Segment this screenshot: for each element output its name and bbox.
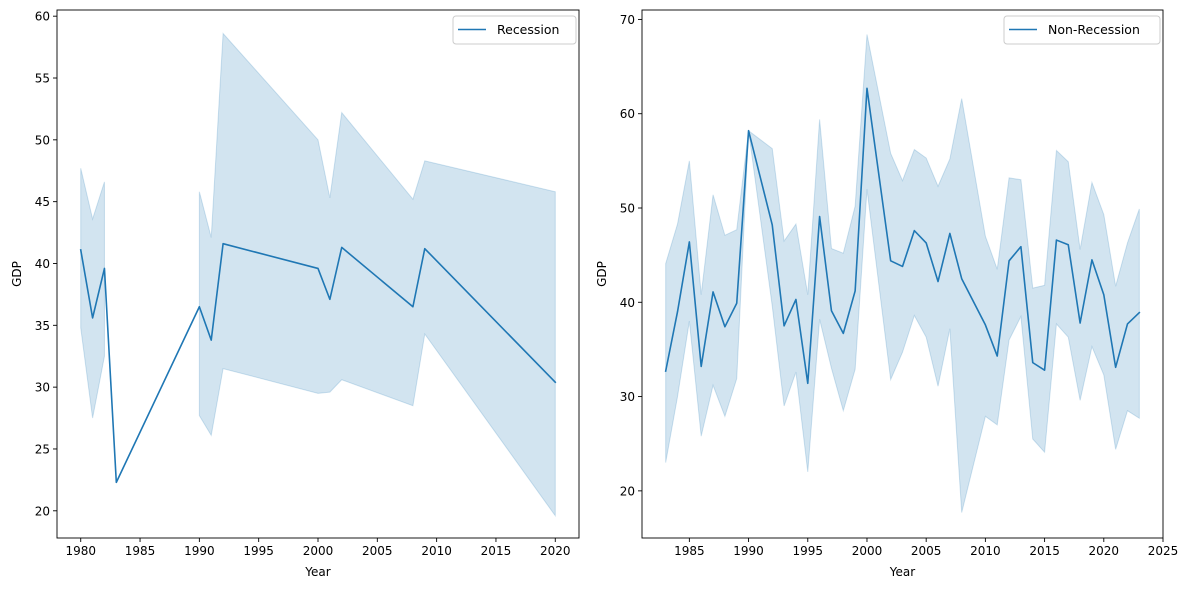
series-line xyxy=(79,242,557,484)
x-tick-label: 2000 xyxy=(852,544,883,558)
y-tick-label: 50 xyxy=(620,202,635,216)
plot-frame xyxy=(641,9,1164,539)
x-tick-label: 1980 xyxy=(65,544,96,558)
x-tick-label: 1995 xyxy=(792,544,823,558)
legend-box xyxy=(1003,15,1161,45)
y-tick-label: 45 xyxy=(35,195,50,209)
legend: Non-Recession xyxy=(1003,15,1161,45)
legend-label: Non-Recession xyxy=(1048,22,1140,37)
confidence-band-1 xyxy=(198,32,556,518)
y-tick-label: 40 xyxy=(620,296,635,310)
x-axis-label: Year xyxy=(304,565,330,579)
x-tick-label: 2005 xyxy=(362,544,393,558)
x-tick-label: 2000 xyxy=(303,544,334,558)
y-tick-label: 25 xyxy=(35,442,50,456)
right-chart-panel: 1985 1990 1995 2000 2005 2010 2015 2020 20252030… xyxy=(595,9,1179,579)
y-tick-label: 20 xyxy=(35,504,50,518)
legend-box xyxy=(452,15,577,45)
series-line xyxy=(664,87,1141,385)
y-tick-label: 30 xyxy=(620,390,635,404)
confidence-band-0 xyxy=(80,168,105,419)
x-tick-label: 1985 xyxy=(674,544,705,558)
x-tick-label: 2015 xyxy=(1029,544,1060,558)
y-axis-label: GDP xyxy=(10,261,24,287)
x-tick-label: 2005 xyxy=(911,544,942,558)
x-tick-label: 1995 xyxy=(243,544,274,558)
x-tick-label: 2020 xyxy=(1089,544,1120,558)
y-tick-label: 55 xyxy=(35,72,50,86)
legend-label: Recession xyxy=(497,22,559,37)
y-axis-label: GDP xyxy=(595,261,609,287)
y-tick-label: 35 xyxy=(35,319,50,333)
y-tick-label: 60 xyxy=(620,107,635,121)
x-tick-label: 2020 xyxy=(540,544,571,558)
x-tick-label: 2015 xyxy=(481,544,512,558)
y-tick-label: 40 xyxy=(35,257,50,271)
y-tick-label: 70 xyxy=(620,13,635,27)
x-tick-label: 1985 xyxy=(125,544,156,558)
y-tick-label: 20 xyxy=(620,484,635,498)
x-tick-label: 1990 xyxy=(733,544,764,558)
x-tick-label: 2025 xyxy=(1148,544,1179,558)
x-tick-label: 2010 xyxy=(970,544,1001,558)
y-tick-label: 50 xyxy=(35,133,50,147)
x-tick-label: 1990 xyxy=(184,544,215,558)
y-tick-label: 60 xyxy=(35,10,50,24)
x-tick-label: 2010 xyxy=(421,544,452,558)
left-chart-panel: 1980 1985 1990 1995 2000 2005 2010 2015 20202025… xyxy=(10,9,580,579)
x-axis-label: Year xyxy=(889,565,915,579)
legend: Recession xyxy=(452,15,577,45)
y-tick-label: 30 xyxy=(35,381,50,395)
confidence-band-0 xyxy=(665,34,1140,513)
